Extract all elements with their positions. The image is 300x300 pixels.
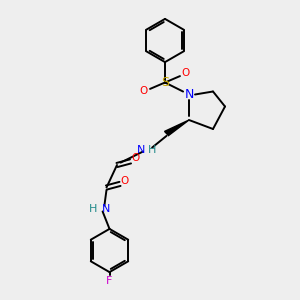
Text: O: O <box>182 68 190 79</box>
Text: F: F <box>106 275 113 286</box>
Text: O: O <box>120 176 129 186</box>
Text: H: H <box>88 203 97 214</box>
Text: O: O <box>131 153 139 164</box>
Text: O: O <box>140 86 148 97</box>
Text: N: N <box>101 203 110 214</box>
Polygon shape <box>164 120 189 136</box>
Text: H: H <box>148 145 156 155</box>
Text: S: S <box>161 76 169 89</box>
Text: N: N <box>184 88 194 101</box>
Text: N: N <box>137 145 146 155</box>
